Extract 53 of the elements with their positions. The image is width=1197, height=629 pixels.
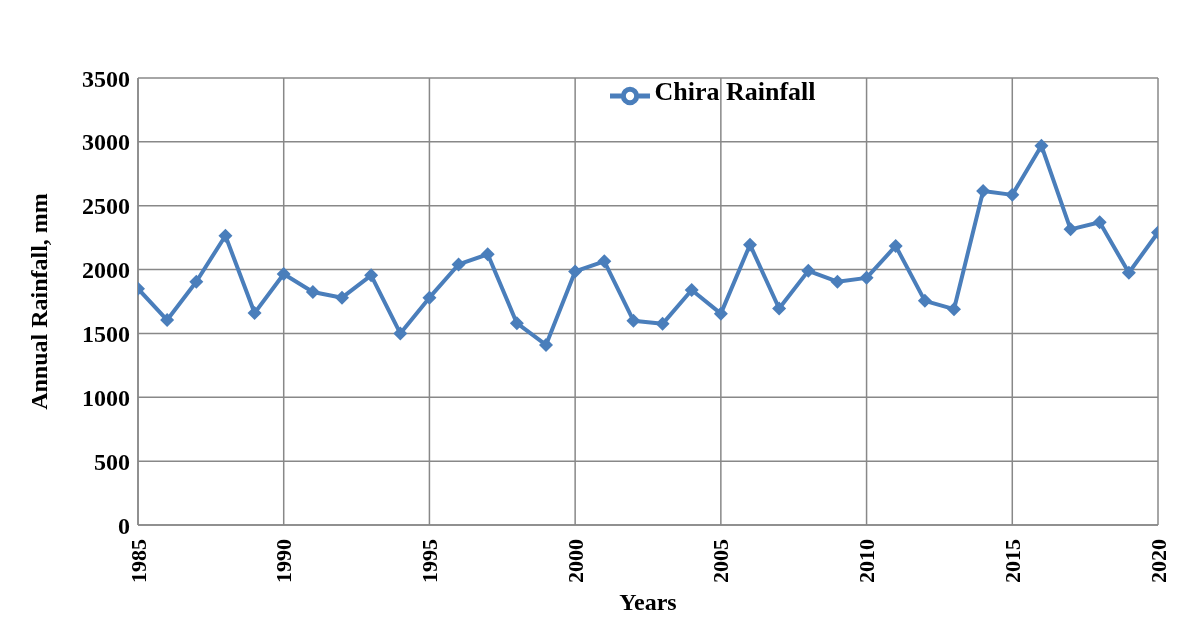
point (305, 284, 320, 299)
point (684, 283, 699, 298)
point (947, 302, 961, 317)
y-tick-label: 3000 (82, 129, 130, 156)
point (451, 257, 466, 272)
x-tick-label: 2010 (854, 539, 880, 583)
point (247, 305, 262, 320)
y-tick-label: 500 (94, 448, 130, 475)
point (743, 237, 757, 252)
point (859, 270, 874, 285)
point (888, 238, 903, 253)
y-tick-label: 1500 (82, 320, 130, 347)
x-tick-label: 2000 (562, 539, 588, 583)
x-axis-title: Years (619, 589, 677, 615)
point (1121, 265, 1136, 280)
point (626, 313, 641, 328)
y-tick-label: 0 (118, 512, 130, 539)
x-tick-label: 2020 (1145, 539, 1171, 583)
point (830, 274, 845, 289)
point (335, 290, 349, 305)
x-tick-label: 1995 (416, 539, 442, 583)
point (917, 293, 932, 308)
point (1034, 138, 1049, 153)
point (509, 316, 524, 331)
point (568, 264, 583, 279)
point (801, 263, 816, 278)
x-tick-label: 1985 (125, 539, 151, 583)
legend-label: Chira Rainfall (654, 76, 816, 106)
point (772, 301, 787, 316)
point (1092, 215, 1107, 230)
point (364, 268, 379, 283)
point (218, 228, 233, 243)
x-tick-label: 2005 (708, 539, 734, 583)
point (160, 313, 175, 328)
x-tick-label: 2015 (999, 539, 1025, 583)
point (539, 337, 553, 352)
y-tick-label: 2000 (82, 257, 130, 284)
point (422, 290, 437, 305)
point (713, 306, 728, 321)
point (480, 247, 495, 262)
y-tick-label: 1000 (82, 384, 130, 411)
y-axis-title: Annual Rainfall, mm (25, 193, 52, 410)
point (1063, 222, 1078, 237)
y-tick-label: 2500 (82, 193, 130, 220)
point (276, 267, 291, 282)
x-tick-label: 1990 (271, 539, 297, 583)
point (1005, 187, 1020, 202)
point (597, 254, 612, 269)
point (393, 326, 408, 341)
point (655, 316, 670, 331)
point (189, 274, 204, 289)
y-tick-label: 3500 (82, 65, 130, 92)
point (976, 184, 991, 199)
